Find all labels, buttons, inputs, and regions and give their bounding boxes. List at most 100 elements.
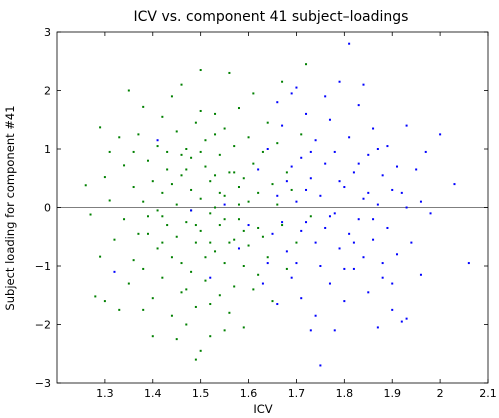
- data-point: [309, 329, 312, 332]
- data-point: [233, 238, 236, 241]
- data-point: [281, 221, 284, 224]
- data-point: [209, 241, 212, 244]
- data-point: [218, 224, 221, 227]
- data-point: [233, 285, 236, 288]
- data-point: [305, 221, 308, 224]
- scatter-series-2: [113, 42, 470, 367]
- data-point: [103, 176, 106, 179]
- data-point: [372, 127, 375, 130]
- data-point: [357, 104, 360, 107]
- data-points: [84, 42, 470, 367]
- data-point: [180, 153, 183, 156]
- data-point: [170, 183, 173, 186]
- data-point: [305, 112, 308, 115]
- data-point: [300, 297, 303, 300]
- data-point: [214, 133, 217, 136]
- x-tick-label: 1.5: [192, 387, 210, 400]
- data-point: [204, 256, 207, 259]
- data-point: [108, 199, 111, 202]
- data-point: [194, 224, 197, 227]
- data-point: [357, 162, 360, 165]
- data-point: [338, 180, 341, 183]
- data-point: [391, 308, 394, 311]
- data-point: [228, 171, 231, 174]
- data-point: [190, 209, 193, 212]
- data-point: [319, 265, 322, 267]
- data-point: [343, 186, 346, 189]
- data-point: [261, 235, 264, 238]
- data-point: [185, 168, 188, 171]
- data-point: [190, 188, 193, 191]
- data-point: [400, 191, 403, 194]
- data-point: [132, 259, 135, 262]
- data-point: [309, 215, 312, 218]
- data-point: [228, 241, 231, 244]
- data-point: [214, 112, 217, 115]
- data-point: [276, 142, 279, 145]
- data-point: [209, 303, 212, 306]
- data-point: [142, 308, 145, 311]
- data-point: [113, 238, 116, 241]
- y-tick-label: −1: [35, 260, 51, 273]
- x-tick-label: 2: [437, 387, 444, 400]
- data-point: [247, 136, 250, 139]
- data-point: [94, 295, 97, 298]
- data-point: [84, 184, 87, 187]
- x-tick-label: 1.6: [240, 387, 258, 400]
- data-point: [324, 95, 327, 98]
- data-point: [142, 267, 145, 270]
- data-point: [362, 197, 365, 200]
- data-point: [175, 235, 178, 238]
- data-point: [300, 229, 303, 232]
- data-point: [237, 247, 240, 250]
- data-point: [290, 165, 293, 168]
- data-point: [257, 191, 260, 194]
- x-tick-label: 1.4: [144, 387, 162, 400]
- data-point: [123, 164, 126, 167]
- data-point: [166, 224, 169, 227]
- data-point: [376, 326, 379, 329]
- data-point: [161, 191, 164, 194]
- data-point: [266, 148, 269, 150]
- data-point: [314, 241, 317, 244]
- data-point: [233, 171, 236, 174]
- data-point: [237, 218, 240, 221]
- data-point: [204, 165, 207, 168]
- data-point: [285, 267, 288, 270]
- data-point: [400, 320, 403, 323]
- data-point: [180, 262, 183, 265]
- data-point: [266, 256, 269, 259]
- data-point: [381, 276, 384, 279]
- data-point: [467, 262, 470, 265]
- data-point: [242, 265, 245, 267]
- data-point: [218, 191, 221, 194]
- data-point: [199, 349, 202, 352]
- data-point: [151, 297, 154, 300]
- data-point: [367, 153, 370, 156]
- data-point: [362, 256, 365, 259]
- data-point: [108, 150, 111, 153]
- data-point: [237, 186, 240, 189]
- data-point: [199, 150, 202, 153]
- data-point: [257, 168, 260, 171]
- data-point: [199, 69, 202, 72]
- data-point: [276, 303, 279, 306]
- data-point: [285, 180, 288, 183]
- data-point: [257, 273, 260, 276]
- x-tick-label: 1.9: [383, 387, 401, 400]
- data-point: [257, 226, 260, 229]
- data-point: [204, 279, 207, 282]
- data-point: [180, 83, 183, 86]
- data-point: [185, 323, 188, 326]
- data-point: [333, 150, 336, 153]
- data-point: [300, 156, 303, 159]
- data-point: [132, 150, 135, 153]
- data-point: [396, 253, 399, 256]
- data-point: [223, 127, 226, 130]
- data-point: [281, 124, 284, 127]
- data-point: [199, 229, 202, 232]
- data-point: [295, 262, 298, 265]
- y-tick-label: −2: [35, 319, 51, 332]
- data-point: [218, 153, 221, 156]
- data-point: [214, 206, 217, 209]
